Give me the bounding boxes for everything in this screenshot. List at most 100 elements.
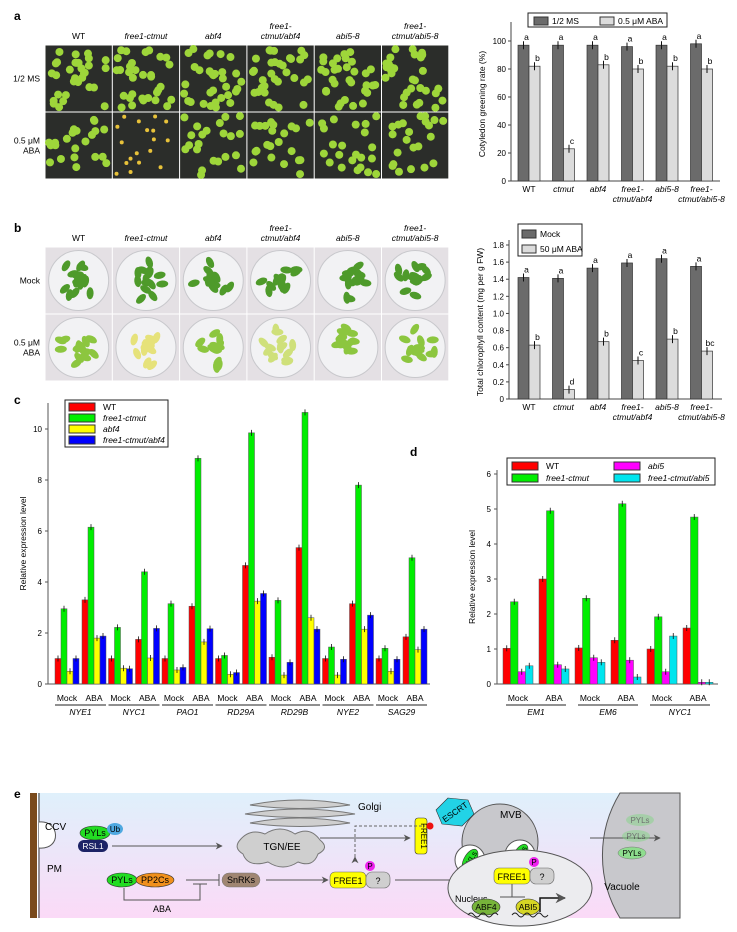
- legend-label: WT: [103, 402, 116, 412]
- row-label: ABA: [23, 146, 40, 156]
- legend-swatch: [521, 229, 537, 239]
- y-tick-label: 6: [487, 470, 492, 479]
- legend-box: [527, 12, 668, 28]
- significance-letter: c: [639, 348, 644, 358]
- condition-label: ABA: [139, 693, 156, 703]
- svg-text:PYLs: PYLs: [626, 832, 645, 841]
- bar-NYC1-Mock-0: [108, 658, 115, 685]
- condition-label: ABA: [192, 693, 209, 703]
- chart-a-greening: 0 20 40 60 80 100 Cotyledon greening rate (%) a…: [477, 12, 725, 204]
- ub-node: [107, 823, 123, 835]
- panel-label-c: c: [14, 393, 21, 407]
- photo-plate-5-1: [382, 112, 449, 179]
- unknown-partner-nucleus: [529, 867, 555, 885]
- photo-leaf-1-1: [112, 314, 180, 381]
- bar-1-3: [632, 360, 644, 400]
- bar-EM1-Mock-0: [502, 648, 511, 685]
- bar-RD29A-Mock-0: [215, 658, 222, 685]
- photo-leaf-3-1: [247, 314, 314, 381]
- condition-label: ABA: [617, 693, 634, 703]
- bar-SAG29-ABA-2: [414, 649, 422, 685]
- row-label: 0.5 μM: [14, 136, 40, 146]
- significance-letter: a: [559, 32, 564, 42]
- bar-EM6-Mock-2: [589, 657, 598, 685]
- x-tick-label: abf4: [590, 184, 607, 194]
- gene-label: NYE2: [337, 707, 359, 717]
- y-tick-label: 4: [38, 578, 43, 587]
- y-axis-label: Relative expression level: [18, 496, 28, 590]
- significance-letter: b: [535, 53, 540, 63]
- abi5-label: ABI5: [519, 902, 538, 912]
- legend-label: free1-ctmut/abi5: [648, 473, 710, 483]
- y-tick-label: 1: [487, 645, 492, 654]
- bar-1-4: [666, 338, 679, 400]
- significance-letter: b: [535, 332, 540, 342]
- unknown-nucleus-label: ?: [539, 872, 544, 882]
- x-tick-label: ctmut: [553, 402, 574, 412]
- legend-label: WT: [546, 461, 559, 471]
- phospho-mark: [365, 861, 375, 871]
- x-tick-label: ctmut/abf4: [613, 412, 653, 422]
- photo-plate-3-1: [247, 112, 314, 179]
- free1-mvb-label: FREE1: [419, 823, 428, 849]
- tgn-ee: [236, 828, 325, 868]
- photo-plate-4-1: [314, 112, 381, 179]
- abf4-label: ABF4: [475, 902, 497, 912]
- y-tick-label: 1.8: [493, 241, 505, 250]
- bar-PAO1-ABA-1: [194, 458, 202, 685]
- bar-PAO1-ABA-0: [188, 605, 196, 685]
- golgi-label: Golgi: [358, 802, 381, 813]
- bar-0-2: [586, 267, 599, 400]
- photo-plate-4-0: [314, 45, 381, 112]
- photo-plate-5-0: [381, 45, 449, 112]
- legend-label: free1-ctmut: [103, 413, 147, 423]
- legend-swatch: [68, 424, 96, 434]
- bar-SAG29-ABA-0: [402, 636, 410, 685]
- y-tick-label: 4: [487, 540, 492, 549]
- gene-label: NYE1: [69, 707, 91, 717]
- condition-label: Mock: [164, 693, 185, 703]
- significance-letter: a: [593, 32, 598, 42]
- bar-EM1-ABA-0: [538, 578, 547, 685]
- significance-letter: a: [662, 246, 667, 256]
- bar-NYE2-ABA-3: [367, 614, 374, 685]
- y-tick-label: 80: [497, 65, 506, 74]
- legend: 1/2 MS 0.5 μM ABA: [527, 12, 668, 28]
- legend-box: [506, 457, 716, 486]
- column-label: WT: [72, 233, 85, 243]
- bar-RD29A-ABA-0: [242, 565, 249, 685]
- x-tick-label: ctmut: [553, 184, 574, 194]
- bar-0-1: [552, 278, 564, 400]
- mvb-label: MVB: [500, 810, 522, 821]
- photo-leaf-1-0: [112, 247, 180, 314]
- bar-EM6-ABA-2: [625, 659, 634, 685]
- x-tick-label: WT: [522, 402, 535, 412]
- bar-EM1-Mock-1: [510, 601, 519, 685]
- legend-label: abi5: [648, 461, 664, 471]
- legend-swatch: [613, 473, 641, 483]
- svg-text:PYLs: PYLs: [630, 816, 649, 825]
- condition-label: Mock: [378, 693, 399, 703]
- y-tick-label: 10: [33, 425, 42, 434]
- photo-leaf-2-1: [180, 314, 247, 381]
- bar-NYE2-ABA-0: [349, 603, 356, 685]
- y-axis-label: Relative expression level: [467, 530, 477, 624]
- column-label: free1-: [404, 21, 426, 31]
- bar-EM6-ABA-0: [610, 640, 619, 685]
- y-tick-label: 8: [38, 476, 43, 485]
- bar-SAG29-Mock-0: [375, 658, 383, 685]
- y-axis-label: Cotyledon greening rate (%): [477, 51, 487, 157]
- ub-label: Ub: [110, 825, 121, 834]
- chart-c-expression: 0 2 4 6 8 10 Relative expression level Mock ABA N…: [18, 399, 430, 717]
- x-tick-label: abf4: [590, 402, 607, 412]
- golgi-stack: [244, 799, 356, 827]
- bar-RD29B-Mock-0: [268, 656, 276, 685]
- aba-bracket: [123, 884, 201, 901]
- bar-NYE1-Mock-3: [72, 658, 80, 685]
- bar-RD29B-Mock-1: [274, 600, 282, 685]
- bar-EM1-ABA-1: [546, 510, 555, 685]
- photo-leaf-4-1: [314, 314, 381, 381]
- pp2cs-node: [135, 872, 175, 888]
- cell-wall: [30, 793, 37, 918]
